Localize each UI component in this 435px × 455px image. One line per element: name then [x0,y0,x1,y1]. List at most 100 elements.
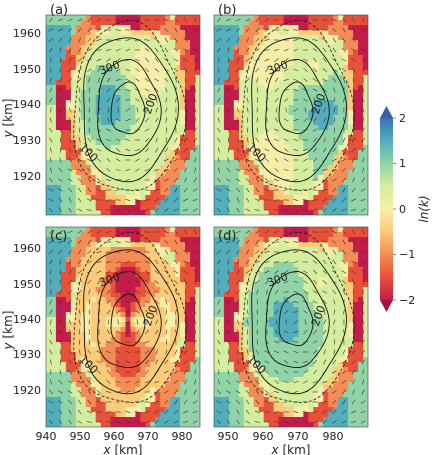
field-cell [55,327,62,333]
field-cell [328,252,334,258]
field-cell [273,247,279,253]
field-cell [135,307,141,313]
field-cell [140,232,146,238]
field-cell [65,262,72,268]
field-cell [358,267,364,273]
field-cell [223,70,230,76]
flow-tick [86,209,92,211]
field-cell [348,70,354,76]
field-cell [80,232,87,238]
field-cell [243,70,250,76]
field-cell [273,150,279,156]
field-cell [363,20,368,26]
flow-tick [351,48,356,52]
field-cell [70,200,77,206]
field-cell [228,257,235,263]
field-cell [55,95,62,101]
field-cell [190,185,196,191]
field-cell [283,110,289,116]
field-cell [135,45,141,51]
field-cell [130,277,136,283]
flow-tick [87,229,92,235]
field-cell [248,165,255,171]
field-cell [353,145,359,151]
field-cell [155,277,161,283]
field-cell [130,402,136,408]
field-cell [318,155,324,161]
field-cell [110,15,116,21]
field-cell [243,165,250,171]
field-cell [263,30,270,36]
field-cell [228,80,235,86]
field-cell [303,90,309,96]
field-cell [55,40,62,46]
field-cell [120,342,126,348]
field-cell [363,70,368,76]
field-cell [50,35,57,41]
field-cell [140,227,146,233]
flow-tick [68,409,72,415]
field-cell [175,267,181,273]
field-cell [160,317,166,323]
field-cell [185,317,191,323]
field-cell [278,232,284,238]
field-cell [278,242,284,248]
field-cell [115,90,121,96]
field-cell [298,130,304,136]
field-cell [353,100,359,106]
flow-tick [293,108,299,112]
field-cell [175,170,181,176]
field-cell [115,257,121,263]
field-cell [105,150,111,156]
field-cell [303,185,309,191]
flow-tick [86,260,92,264]
field-cell [155,252,161,258]
flow-tick [245,68,250,72]
field-cell [120,352,126,358]
flow-tick [86,370,92,374]
field-cell [323,205,329,211]
flow-tick [125,29,131,31]
field-cell [120,50,126,56]
flow-tick [106,87,111,93]
field-cell [165,25,171,31]
field-cell [120,257,126,263]
flow-tick [246,107,249,113]
field-cell [223,105,230,111]
flow-tick [265,67,269,73]
field-cell [80,407,87,413]
field-cell [358,125,364,131]
field-cell [125,120,131,126]
field-cell [120,402,126,408]
field-cell [258,40,265,46]
field-cell [70,297,77,303]
field-cell [155,65,161,71]
field-cell [298,100,304,106]
field-cell [190,372,196,378]
field-cell [60,50,67,56]
field-cell [263,262,270,268]
field-cell [115,120,121,126]
field-cell [60,125,67,131]
field-cell [120,200,126,206]
field-cell [223,195,230,201]
field-cell [353,30,359,36]
field-cell [273,85,279,91]
field-cell [125,190,131,196]
field-cell [50,130,57,136]
flow-tick [87,187,92,193]
field-cell [90,412,97,418]
field-cell [288,120,294,126]
field-cell [263,125,270,131]
field-cell [60,170,67,176]
flow-tick [184,379,187,385]
field-cell [273,200,279,206]
field-cell [214,15,220,21]
field-cell [70,155,77,161]
field-cell [278,65,284,71]
field-cell [155,387,161,393]
field-cell [95,155,102,161]
field-cell [90,292,97,298]
field-cell [75,120,82,126]
field-cell [353,115,359,121]
